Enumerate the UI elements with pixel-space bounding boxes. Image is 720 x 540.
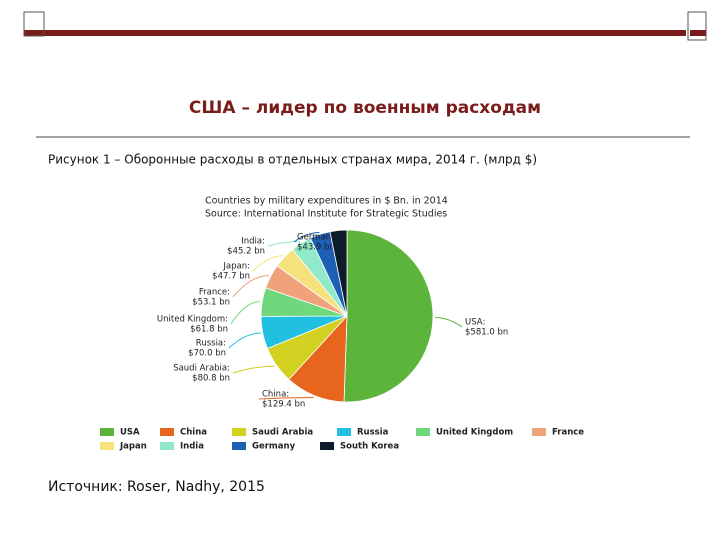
leader-line: [232, 365, 275, 374]
legend-swatch: [320, 442, 334, 450]
leader-line: [434, 317, 463, 328]
source: Источник: Roser, Nadhy, 2015: [48, 479, 265, 495]
legend-label: Japan: [119, 442, 147, 452]
legend-label: South Korea: [340, 442, 399, 452]
leader-line: [228, 332, 261, 349]
leader-line: [232, 274, 269, 298]
slide-title: США – лидер по военным расходам: [189, 98, 541, 118]
legend-swatch: [160, 428, 174, 436]
header-bar: [690, 30, 706, 36]
value-label: $61.8 bn: [190, 325, 228, 335]
legend-label: India: [180, 442, 204, 452]
legend-label: USA: [120, 428, 140, 438]
caption: Рисунок 1 – Оборонные расходы в отдельны…: [48, 153, 537, 167]
leader-line: [267, 241, 301, 247]
slice-label: Russia:: [196, 339, 226, 349]
leader-line: [252, 255, 283, 272]
legend-label: Russia: [357, 428, 389, 438]
pie-slice: [343, 229, 434, 403]
slice-label: Saudi Arabia:: [173, 364, 230, 374]
slice-label: United Kingdom:: [157, 315, 228, 325]
value-label: $581.0 bn: [465, 328, 508, 338]
leader-line: [293, 231, 320, 243]
leader-line: [230, 301, 261, 325]
slice-label: Japan:: [222, 262, 250, 272]
chart-title: Countries by military expenditures in $ …: [205, 196, 448, 207]
value-label: $47.7 bn: [212, 272, 250, 282]
legend-label: United Kingdom: [436, 428, 513, 438]
slice-label: India:: [241, 237, 265, 247]
legend-swatch: [100, 442, 114, 450]
chart-subtitle: Source: International Institute for Stra…: [205, 209, 447, 220]
value-label: $53.1 bn: [192, 298, 230, 308]
value-label: $80.8 bn: [192, 374, 230, 384]
legend-label: China: [180, 428, 207, 438]
value-label: $45.2 bn: [227, 247, 265, 257]
slice-label: France:: [199, 288, 230, 298]
legend-swatch: [100, 428, 114, 436]
value-label: $129.4 bn: [262, 400, 305, 410]
legend-swatch: [232, 442, 246, 450]
value-label: $70.0 bn: [188, 349, 226, 359]
legend-swatch: [416, 428, 430, 436]
legend-label: Germany: [252, 442, 296, 452]
leader-line: [258, 396, 314, 400]
slice-label: China:: [262, 390, 289, 400]
legend-swatch: [337, 428, 351, 436]
header-square: [23, 11, 45, 37]
pie-slice: [329, 229, 348, 317]
legend-swatch: [532, 428, 546, 436]
legend-label: Saudi Arabia: [252, 428, 313, 438]
slice-label: USA:: [465, 318, 485, 328]
legend-swatch: [232, 428, 246, 436]
header-square: [687, 11, 707, 41]
legend-swatch: [160, 442, 174, 450]
value-label: $43.9 bn: [297, 243, 335, 253]
legend-label: France: [552, 428, 584, 438]
header-bar: [24, 30, 686, 36]
slice-label: Germany:: [297, 233, 338, 243]
